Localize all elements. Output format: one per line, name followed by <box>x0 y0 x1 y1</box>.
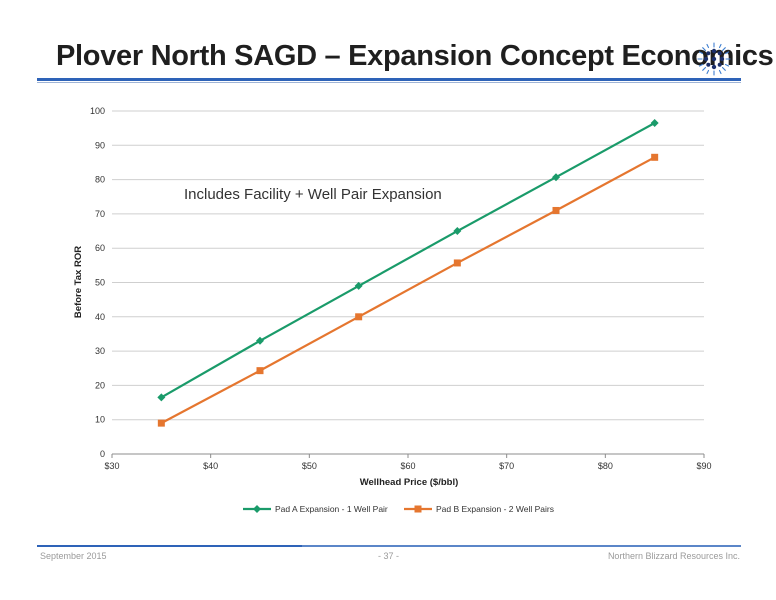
chart-axes: 0 10 20 30 40 50 60 70 80 90 100 $30 $40 $50 $60 $70 $80… <box>90 106 712 471</box>
y-tick-label: 40 <box>95 312 105 322</box>
data-point-pad-b <box>355 313 363 321</box>
x-tick-label: $30 <box>104 461 119 471</box>
data-point-pad-a <box>552 173 560 182</box>
legend-label-pad-b: Pad B Expansion - 2 Well Pairs <box>436 504 554 514</box>
x-tick-label: $50 <box>302 461 317 471</box>
footer-date: September 2015 <box>40 551 107 561</box>
data-point-pad-a <box>453 227 462 236</box>
data-point-pad-b <box>157 419 165 427</box>
y-tick-label: 100 <box>90 106 105 116</box>
y-tick-label: 80 <box>95 175 105 185</box>
x-tick-label: $70 <box>499 461 514 471</box>
legend-label-pad-a: Pad A Expansion - 1 Well Pair <box>275 504 388 514</box>
data-point-pad-a <box>354 281 363 290</box>
data-point-pad-a <box>157 393 166 402</box>
chart-legend: Pad A Expansion - 1 Well Pair Pad B Expan… <box>243 504 554 514</box>
page-title: Plover North SAGD – Expansion Concept Ec… <box>56 40 774 72</box>
y-axis-label: Before Tax ROR <box>73 246 84 318</box>
footer-company: Northern Blizzard Resources Inc. <box>607 551 740 561</box>
footer-page-number: - 37 - <box>378 551 400 561</box>
x-axis-label: Wellhead Price ($/bbl) <box>360 477 459 488</box>
series-line-pad-a <box>160 122 656 399</box>
y-tick-label: 50 <box>95 278 105 288</box>
y-tick-label: 0 <box>100 449 105 459</box>
data-point-pad-a <box>650 119 659 128</box>
x-tick-label: $40 <box>203 461 218 471</box>
data-point-pad-a <box>256 336 264 345</box>
data-point-pad-b <box>256 367 264 375</box>
y-tick-label: 70 <box>95 209 105 219</box>
x-tick-label: $80 <box>598 461 613 471</box>
x-tick-label: $90 <box>696 461 711 471</box>
title-divider-shadow <box>37 82 741 83</box>
footer-divider <box>37 545 741 547</box>
snowflake-burst-icon <box>697 42 731 76</box>
y-tick-label: 90 <box>95 140 105 150</box>
y-tick-label: 30 <box>95 346 105 356</box>
y-tick-label: 60 <box>95 243 105 253</box>
x-tick-label: $60 <box>400 461 415 471</box>
chart-annotation: Includes Facility + Well Pair Expansion <box>184 186 442 203</box>
data-point-pad-b <box>453 259 461 267</box>
footer-divider-accent <box>37 545 302 547</box>
y-tick-label: 10 <box>95 415 105 425</box>
series-line-pad-b <box>160 156 656 425</box>
legend-marker-pad-a <box>253 505 261 513</box>
chart-series <box>157 119 659 427</box>
title-divider <box>37 78 741 81</box>
data-point-pad-b <box>651 153 659 161</box>
legend-marker-pad-b <box>414 505 422 513</box>
data-point-pad-b <box>552 206 560 214</box>
y-tick-label: 20 <box>95 380 105 390</box>
grid-lines <box>112 110 704 421</box>
